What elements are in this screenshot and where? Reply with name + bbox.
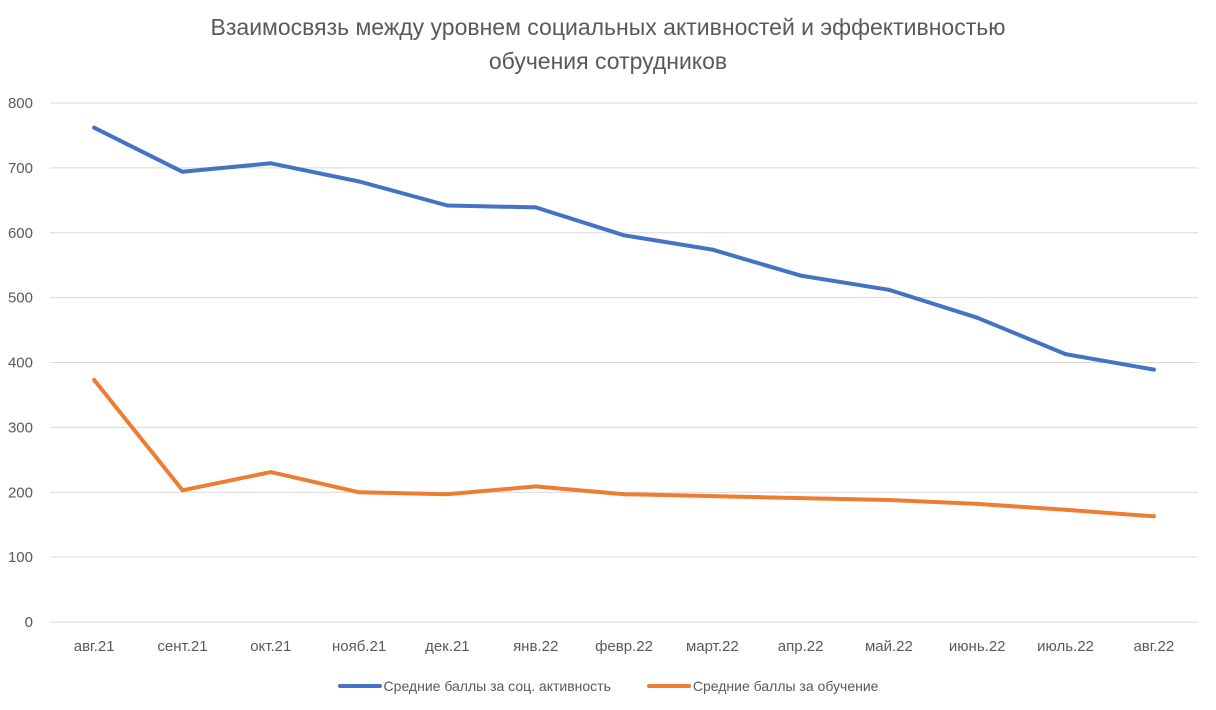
x-tick-label: март.22 xyxy=(686,638,739,655)
series-0 xyxy=(92,125,1156,372)
x-tick-label: июнь.22 xyxy=(949,638,1006,655)
x-tick-label: авг.22 xyxy=(1133,638,1174,655)
data-point xyxy=(886,287,891,292)
y-tick-label: 700 xyxy=(8,160,33,177)
data-point xyxy=(710,494,715,499)
data-point xyxy=(622,492,626,497)
legend-label-social-activity: Средние баллы за соц. активность xyxy=(383,678,611,694)
y-tick-label: 400 xyxy=(8,355,33,372)
data-point xyxy=(1063,507,1068,512)
data-point xyxy=(180,488,185,493)
data-point xyxy=(445,203,450,208)
x-tick-label: февр.22 xyxy=(595,638,653,655)
legend-swatch-training xyxy=(646,684,691,688)
y-tick-label: 800 xyxy=(8,95,33,112)
legend-label-training: Средние баллы за обучение xyxy=(692,678,879,694)
chart-title-line-1: Взаимосвязь между уровнем социальных акт… xyxy=(210,14,1006,40)
data-point xyxy=(357,179,362,184)
data-point xyxy=(798,496,803,501)
data-point xyxy=(92,125,97,130)
chart-title-line-2: обучения сотрудников xyxy=(488,48,728,74)
legend-item-social-activity: Средние баллы за соц. активность xyxy=(337,678,611,694)
data-point xyxy=(445,492,450,497)
y-axis-ticks: 0 100 200 300 400 500 600 700 800 xyxy=(8,95,33,631)
x-tick-label: янв.22 xyxy=(513,638,558,655)
y-tick-label: 0 xyxy=(25,614,33,631)
data-point xyxy=(798,273,803,278)
x-tick-label: апр.22 xyxy=(778,638,824,655)
x-tick-label: авг.21 xyxy=(74,638,115,655)
series-lines xyxy=(92,125,1156,519)
x-tick-label: май.22 xyxy=(865,638,913,655)
data-point xyxy=(975,315,980,320)
data-point xyxy=(268,470,273,475)
y-tick-label: 300 xyxy=(8,419,33,436)
data-point xyxy=(975,501,980,506)
y-tick-label: 600 xyxy=(8,225,33,242)
x-tick-label: июль.22 xyxy=(1037,638,1094,655)
data-point xyxy=(1151,514,1156,519)
series-line-0 xyxy=(92,125,1156,372)
series-1 xyxy=(92,378,1156,519)
data-point xyxy=(533,484,538,489)
data-point xyxy=(533,205,538,210)
data-point xyxy=(622,233,626,238)
x-axis-ticks: авг.21 сент.21 окт.21 нояб.21 дек.21 янв.22 фе… xyxy=(74,638,1175,655)
y-tick-label: 500 xyxy=(8,290,33,307)
gridlines xyxy=(50,102,1198,623)
y-tick-label: 100 xyxy=(8,549,33,566)
data-point xyxy=(92,378,97,383)
data-point xyxy=(268,161,273,166)
data-point xyxy=(180,169,185,174)
chart-title: Взаимосвязь между уровнем социальных акт… xyxy=(0,10,1216,78)
data-point xyxy=(357,490,362,495)
data-point xyxy=(1151,367,1156,372)
legend: Средние баллы за соц. активность Средние… xyxy=(0,674,1216,698)
x-tick-label: дек.21 xyxy=(425,638,470,655)
data-point xyxy=(710,247,715,252)
x-tick-label: нояб.21 xyxy=(332,638,386,655)
x-tick-label: сент.21 xyxy=(157,638,207,655)
x-tick-label: окт.21 xyxy=(250,638,291,655)
y-tick-label: 200 xyxy=(8,484,33,501)
legend-item-training: Средние баллы за обучение xyxy=(646,678,879,694)
data-point xyxy=(886,498,891,503)
legend-swatch-social-activity xyxy=(337,684,382,688)
data-point xyxy=(1063,352,1068,357)
